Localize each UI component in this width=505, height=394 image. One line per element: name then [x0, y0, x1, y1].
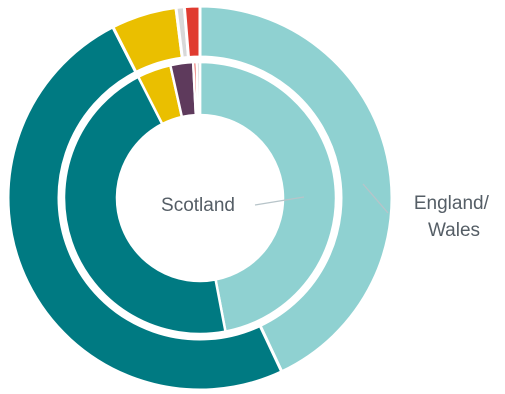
outer-slice-4	[182, 4, 202, 59]
outer-slice-1	[6, 25, 284, 392]
inner-slice-5	[195, 60, 202, 117]
inner-slice-0	[198, 60, 338, 333]
outer-slice-0	[198, 4, 394, 374]
outer-ring	[6, 4, 394, 392]
inner-slice-1	[62, 75, 227, 336]
outer-ring-leader-line	[362, 183, 389, 214]
inner-ring-leader-line	[254, 196, 305, 206]
inner-ring-label: Scotland	[161, 195, 235, 216]
outer-ring-label: England/ Wales	[414, 193, 494, 241]
inner-ring	[62, 60, 338, 336]
